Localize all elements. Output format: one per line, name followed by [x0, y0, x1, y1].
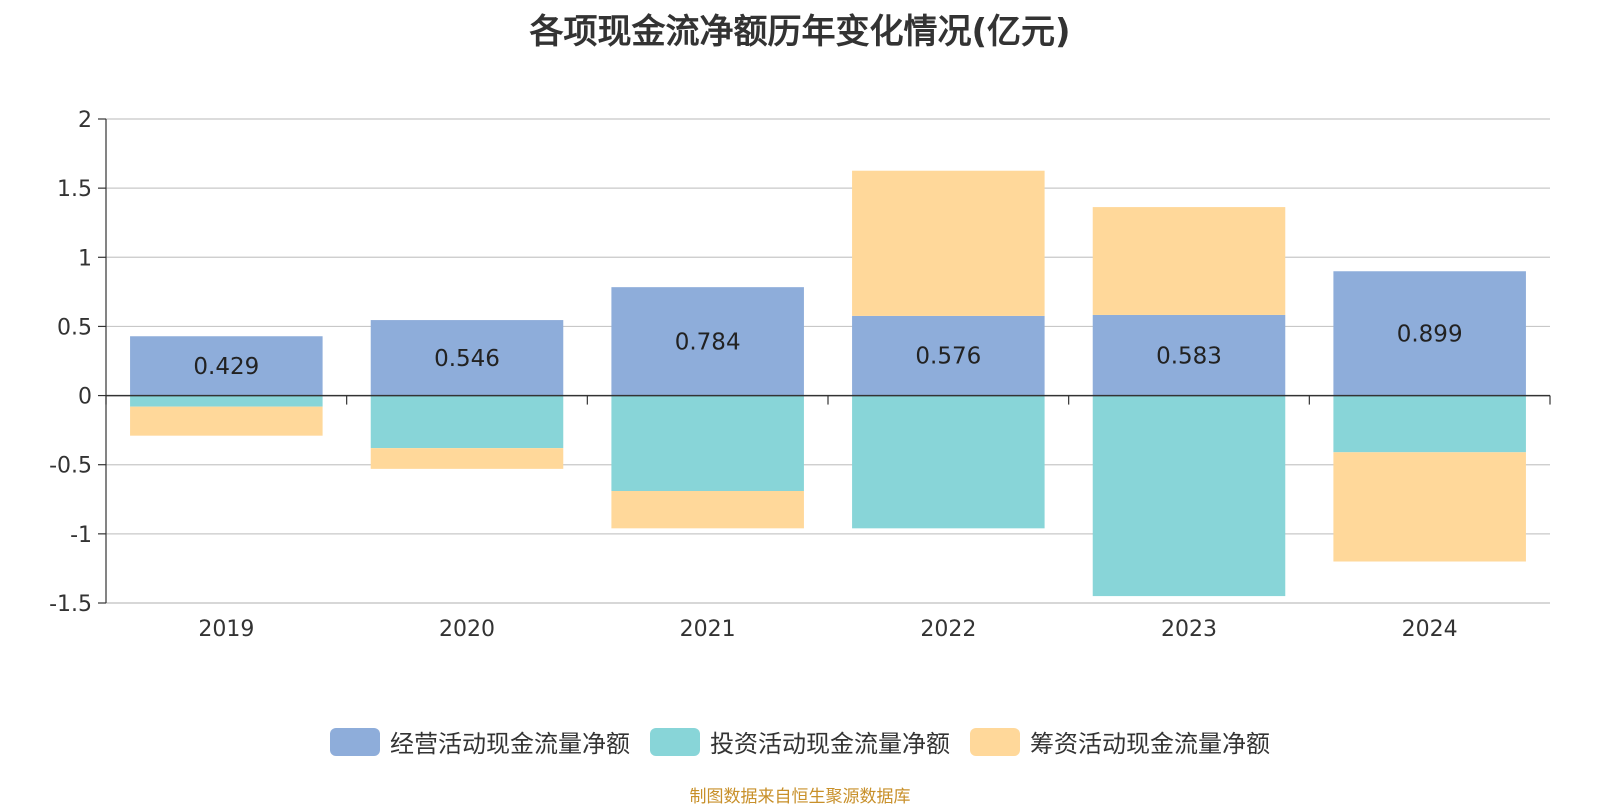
bar-1-2024 [1333, 395, 1526, 453]
bar-2-2021 [611, 490, 804, 529]
data-label: 0.429 [193, 354, 259, 380]
data-label: 0.899 [1397, 321, 1463, 347]
grid-lines [106, 118, 1550, 604]
x-tick-label: 2024 [1402, 617, 1458, 642]
x-tick-label: 2019 [198, 617, 254, 642]
x-tick-label: 2020 [439, 617, 495, 642]
bar-0-2020 [370, 320, 564, 396]
y-tick-label: -1 [70, 523, 92, 548]
data-label: 0.784 [675, 329, 741, 355]
bar-0-2024 [1333, 271, 1526, 396]
bar-1-2019 [130, 395, 323, 407]
legend-swatch [650, 727, 700, 756]
legend-item[interactable]: 筹资活动现金流量净额 [970, 724, 1270, 759]
y-tick-label: 0 [78, 385, 92, 410]
bar-2-2020 [370, 448, 564, 469]
bar-2-2023 [1092, 207, 1286, 315]
y-tick-label: -1.5 [49, 592, 92, 617]
legend-swatch [970, 727, 1020, 756]
bar-0-2022 [852, 315, 1045, 396]
y-tick-label: 1 [78, 246, 92, 271]
x-tick-label: 2023 [1161, 617, 1217, 642]
bar-2-2024 [1333, 452, 1526, 562]
legend: 经营活动现金流量净额 投资活动现金流量净额 筹资活动现金流量净额 [0, 724, 1600, 759]
bar-0-2023 [1092, 314, 1286, 396]
bar-1-2023 [1092, 395, 1286, 597]
legend-label: 经营活动现金流量净额 [390, 730, 630, 758]
bar-0-2021 [611, 287, 804, 396]
y-tick-label: 1.5 [57, 177, 92, 202]
bar-1-2022 [852, 395, 1045, 529]
bar-2-2019 [130, 406, 323, 436]
legend-item[interactable]: 经营活动现金流量净额 [330, 724, 630, 759]
legend-label: 投资活动现金流量净额 [710, 730, 950, 758]
chart-plot: 2 1.5 1 0.5 0 -0.5 -1 -1.5 2019 2020 2021 2022 2023 2… [49, 108, 1551, 642]
y-tick-label: 0.5 [57, 315, 92, 340]
bar-1-2020 [370, 395, 564, 449]
legend-label: 筹资活动现金流量净额 [1030, 730, 1270, 758]
data-label: 0.583 [1156, 343, 1222, 369]
data-labels: 0.429 0.546 0.784 0.576 0.583 0.899 [193, 321, 1462, 379]
bars [130, 170, 1526, 597]
data-label: 0.576 [915, 344, 981, 370]
bar-2-2022 [852, 170, 1045, 316]
chart-title: 各项现金流净额历年变化情况(亿元) [529, 12, 1071, 52]
source-note: 制图数据来自恒生聚源数据库 [689, 787, 911, 807]
y-tick-label: -0.5 [49, 454, 92, 479]
legend-item[interactable]: 投资活动现金流量净额 [650, 724, 950, 759]
y-tick-label: 2 [78, 108, 92, 133]
data-label: 0.546 [434, 346, 500, 372]
bar-1-2021 [611, 395, 804, 491]
bar-0-2019 [130, 336, 323, 396]
legend-swatch [330, 727, 380, 756]
x-tick-label: 2021 [680, 617, 736, 642]
x-tick-label: 2022 [920, 617, 976, 642]
axes: 2 1.5 1 0.5 0 -0.5 -1 -1.5 2019 2020 2021 2022 2023 2… [49, 108, 1551, 642]
